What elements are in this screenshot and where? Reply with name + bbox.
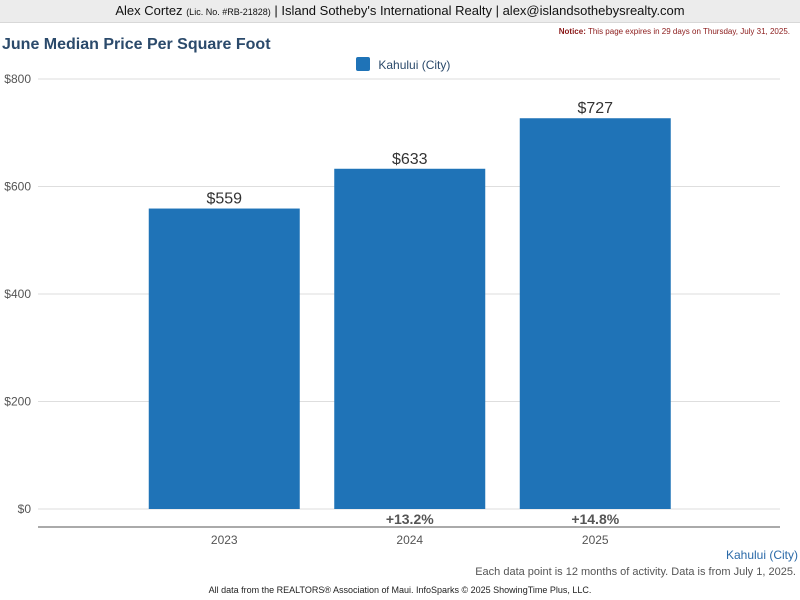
y-tick-label: $600 <box>4 180 31 194</box>
bar-value-label: $633 <box>392 151 428 168</box>
chart-title: June Median Price Per Square Foot <box>2 36 271 53</box>
change-label: +14.8% <box>571 511 619 527</box>
expiry-notice: Notice: This page expires in 29 days on … <box>559 27 790 36</box>
bar[interactable] <box>334 168 486 509</box>
legend-label: Kahului (City) <box>378 58 451 72</box>
y-tick-label: $400 <box>4 287 31 301</box>
footer-note: All data from the REALTORS® Association … <box>208 585 592 595</box>
y-tick-label: $0 <box>18 502 32 516</box>
bar-value-label: $727 <box>577 100 613 117</box>
bar[interactable] <box>148 208 300 509</box>
x-tick-label: 2024 <box>396 533 423 547</box>
agent-email[interactable]: alex@islandsothebysrealty.com <box>502 3 685 18</box>
x-tick-label: 2023 <box>211 533 238 547</box>
data-note: Each data point is 12 months of activity… <box>475 566 796 578</box>
notice-text: This page expires in 29 days on Thursday… <box>587 27 790 36</box>
agent-name: Alex Cortez <box>115 3 183 18</box>
y-tick-label: $200 <box>4 395 31 409</box>
header-bar: Alex Cortez (Lic. No. #RB-21828) | Islan… <box>0 0 800 23</box>
bar[interactable] <box>519 118 671 510</box>
change-label: +13.2% <box>386 511 434 527</box>
x-tick-label: 2025 <box>582 533 609 547</box>
brokerage-name: | Island Sotheby's International Realty … <box>274 3 499 18</box>
legend-swatch <box>356 57 370 71</box>
y-tick-label: $800 <box>4 72 31 86</box>
bar-value-label: $559 <box>206 191 242 208</box>
chart-legend[interactable]: Kahului (City) <box>356 57 450 73</box>
chart-plot-area: $0 $200 $400 $600 $800 $559 2023 $633 +13.2% 2024… <box>4 72 780 547</box>
notice-label: Notice: <box>558 27 586 36</box>
license-number: (Lic. No. #RB-21828) <box>186 7 271 17</box>
series-label[interactable]: Kahului (City) <box>725 548 798 562</box>
